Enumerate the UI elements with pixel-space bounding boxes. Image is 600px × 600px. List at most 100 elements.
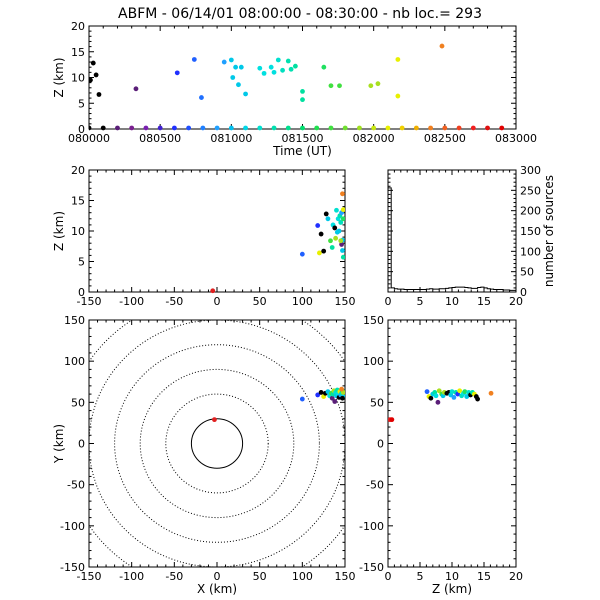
data-point [143, 125, 149, 131]
data-point [210, 288, 216, 294]
source-histogram-x-tick-label: 0 [385, 295, 392, 308]
data-point [375, 81, 381, 87]
data-point [288, 66, 294, 72]
data-point [399, 125, 405, 131]
data-point [338, 238, 344, 244]
z-vs-x-y-tick-label: 15 [71, 195, 85, 208]
data-point [340, 248, 345, 253]
data-point [340, 216, 345, 222]
data-point [333, 235, 339, 241]
z-vs-x-y-tick-label: 0 [78, 286, 85, 299]
z-vs-x-x-tick-label: 150 [335, 295, 356, 308]
data-point [236, 82, 241, 88]
data-point [439, 43, 445, 49]
data-point [328, 238, 333, 244]
source-histogram-y-tick-label: 250 [520, 184, 541, 197]
data-point [435, 399, 441, 405]
data-point [371, 125, 377, 131]
y-vs-z-x-tick-label: 0 [385, 570, 392, 583]
data-point [230, 75, 236, 80]
data-point [329, 395, 335, 401]
data-point [315, 392, 321, 398]
data-point [357, 125, 362, 131]
data-point [238, 64, 244, 70]
data-point [191, 57, 197, 62]
data-point [172, 125, 177, 131]
data-point [233, 64, 239, 70]
y-vs-z-y-tick-label: -150 [359, 561, 384, 574]
z-vs-time-x-tick-label: 080000 [68, 132, 110, 145]
y-vs-x-map-y-tick-label: 100 [64, 355, 85, 368]
z-vs-time-x-tick-label: 081500 [282, 132, 324, 145]
data-point [212, 417, 217, 423]
data-point [300, 125, 305, 131]
data-point [271, 125, 277, 131]
y-vs-z-y-tick-label: 50 [370, 396, 384, 409]
y-vs-z-x-axis-label: Z (km) [432, 582, 472, 596]
data-point [337, 83, 342, 89]
z-vs-time-points [89, 43, 505, 131]
data-point [323, 211, 329, 217]
z-vs-x-y-axis-label: Z (km) [52, 211, 66, 251]
z-vs-time-panel: 080000 080500 081000 081500 082000 082500 0830… [52, 20, 537, 158]
data-point [424, 389, 430, 395]
data-point [340, 207, 345, 213]
range-ring [190, 418, 244, 469]
data-point [395, 93, 401, 99]
y-vs-x-map-y-axis-label: Y (km) [52, 424, 66, 464]
y-vs-x-map-y-tick-label: 0 [78, 438, 85, 451]
z-vs-time-x-tick-label: 082000 [353, 132, 395, 145]
z-vs-time-frame [88, 25, 517, 130]
data-point [275, 57, 281, 63]
range-ring [114, 344, 320, 543]
y-vs-x-map-y-tick-label: -100 [60, 520, 85, 533]
data-point [314, 125, 320, 131]
data-point [332, 225, 338, 231]
data-point [299, 396, 305, 402]
data-point [133, 86, 139, 92]
y-vs-z-y-tick-label: 0 [377, 438, 384, 451]
histogram-step-line [387, 187, 517, 292]
data-point [470, 125, 476, 131]
data-point [499, 125, 505, 131]
z-vs-time-x-tick-label: 081000 [210, 132, 252, 145]
z-vs-x-points [210, 191, 345, 294]
y-vs-x-map-y-tick-label: 150 [64, 314, 85, 327]
z-vs-time-y-tick-label: 0 [78, 123, 85, 136]
data-point [89, 125, 92, 131]
data-point [318, 390, 324, 395]
z-vs-time-x-axis-label: Time (UT) [272, 144, 332, 158]
source-histogram-frame [387, 169, 517, 293]
range-ring [89, 320, 345, 567]
figure-title: ABFM - 06/14/01 08:00:00 - 08:30:00 - nb… [118, 6, 482, 22]
y-vs-x-map-x-axis-label: X (km) [197, 582, 237, 596]
data-point [328, 125, 334, 131]
data-point [368, 83, 374, 89]
data-point [321, 248, 327, 254]
data-point [317, 250, 322, 256]
data-point [395, 57, 401, 62]
data-point [456, 125, 462, 131]
z-vs-x-y-tick-label: 10 [71, 225, 85, 238]
data-point [129, 125, 135, 131]
z-vs-time-x-tick-label: 082500 [424, 132, 466, 145]
data-point [339, 242, 344, 247]
data-point [385, 125, 391, 131]
data-point [436, 388, 442, 394]
data-point [243, 125, 248, 131]
data-point [221, 59, 227, 65]
z-vs-time-y-axis-label: Z (km) [52, 57, 66, 97]
source-histogram-x-tick-label: 15 [477, 295, 491, 308]
data-point [214, 125, 220, 131]
z-vs-time-y-tick-label: 20 [71, 20, 85, 33]
source-histogram-y-tick-label: 100 [520, 245, 541, 258]
z-vs-x-y-tick-label: 5 [78, 256, 85, 269]
data-point [442, 125, 448, 131]
data-point [243, 91, 248, 97]
data-point [199, 95, 204, 100]
data-point [280, 67, 285, 73]
data-point [428, 125, 433, 131]
data-point [338, 220, 344, 225]
y-vs-z-y-tick-label: -50 [366, 479, 384, 492]
